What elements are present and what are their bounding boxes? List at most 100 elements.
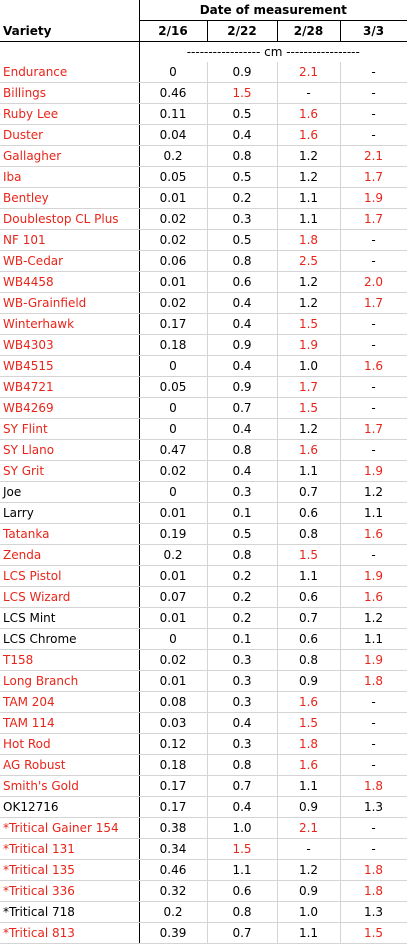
value-cell: 1.2 bbox=[277, 145, 341, 167]
value-cell: 0.9 bbox=[277, 670, 341, 692]
variety-cell: TAM 114 bbox=[0, 712, 140, 734]
value-cell: 0.17 bbox=[139, 796, 208, 818]
date-column-header: 2/16 bbox=[139, 20, 208, 42]
value-cell: 1.8 bbox=[277, 733, 341, 755]
value-cell: 0 bbox=[139, 628, 208, 650]
value-cell: 0.32 bbox=[139, 880, 208, 902]
value-cell: 0.17 bbox=[139, 775, 208, 797]
variety-cell: WB4721 bbox=[0, 376, 140, 398]
table-row: Doublestop CL Plus 0.02 0.3 1.1 1.7 bbox=[0, 208, 407, 230]
table-row: *Tritical 336 0.32 0.6 0.9 1.8 bbox=[0, 880, 407, 902]
value-cell: - bbox=[340, 229, 407, 251]
variety-cell: WB-Cedar bbox=[0, 250, 140, 272]
value-cell: 0.01 bbox=[139, 565, 208, 587]
table-row: AG Robust 0.18 0.8 1.6- bbox=[0, 754, 407, 776]
variety-cell: WB4303 bbox=[0, 334, 140, 356]
value-cell: 1.8 bbox=[340, 775, 407, 797]
value-cell: 1.6 bbox=[277, 754, 341, 776]
header-group-row: Date of measurement bbox=[0, 0, 407, 21]
value-cell: 0.01 bbox=[139, 607, 208, 629]
variety-cell: WB4515 bbox=[0, 355, 140, 377]
value-cell: 0.8 bbox=[207, 439, 278, 461]
value-cell: 1.1 bbox=[277, 187, 341, 209]
variety-cell: *Tritical Gainer 154 bbox=[0, 817, 140, 839]
variety-cell: LCS Wizard bbox=[0, 586, 140, 608]
value-cell: 1.2 bbox=[277, 166, 341, 188]
value-cell: 0.17 bbox=[139, 313, 208, 335]
variety-cell: NF 101 bbox=[0, 229, 140, 251]
table-row: Larry 0.01 0.1 0.6 1.1 bbox=[0, 502, 407, 524]
table-row: TAM 114 0.03 0.4 1.5- bbox=[0, 712, 407, 734]
table-row: TAM 204 0.08 0.3 1.6- bbox=[0, 691, 407, 713]
value-cell: 0.8 bbox=[207, 250, 278, 272]
value-cell: 1.2 bbox=[277, 292, 341, 314]
value-cell: 1.0 bbox=[277, 901, 341, 923]
value-cell: 1.1 bbox=[207, 859, 278, 881]
value-cell: 0.02 bbox=[139, 208, 208, 230]
value-cell: 1.1 bbox=[277, 565, 341, 587]
value-cell: 0.12 bbox=[139, 733, 208, 755]
value-cell: 0.3 bbox=[207, 670, 278, 692]
date-group-title: Date of measurement bbox=[139, 0, 407, 21]
value-cell: 2.1 bbox=[340, 145, 407, 167]
value-cell: 1.5 bbox=[277, 544, 341, 566]
value-cell: 0.9 bbox=[207, 376, 278, 398]
value-cell: 0.4 bbox=[207, 460, 278, 482]
value-cell: 0.4 bbox=[207, 124, 278, 146]
value-cell: 0.9 bbox=[277, 796, 341, 818]
value-cell: - bbox=[340, 838, 407, 860]
value-cell: 0.2 bbox=[207, 586, 278, 608]
value-cell: - bbox=[340, 712, 407, 734]
value-cell: 1.2 bbox=[277, 418, 341, 440]
table-row: WB-Cedar 0.06 0.8 2.5- bbox=[0, 250, 407, 272]
value-cell: - bbox=[340, 62, 407, 83]
value-cell: 0.07 bbox=[139, 586, 208, 608]
value-cell: - bbox=[340, 313, 407, 335]
variety-cell: AG Robust bbox=[0, 754, 140, 776]
variety-cell: WB-Grainfield bbox=[0, 292, 140, 314]
value-cell: 0.01 bbox=[139, 670, 208, 692]
variety-cell: LCS Mint bbox=[0, 607, 140, 629]
value-cell: 1.6 bbox=[340, 523, 407, 545]
value-cell: 0.1 bbox=[207, 628, 278, 650]
value-cell: 0.8 bbox=[207, 145, 278, 167]
value-cell: 1.9 bbox=[340, 649, 407, 671]
value-cell: 1.9 bbox=[340, 187, 407, 209]
value-cell: 0.2 bbox=[139, 901, 208, 923]
blank-unit-cell bbox=[0, 41, 140, 62]
variety-cell: Smith's Gold bbox=[0, 775, 140, 797]
value-cell: 1.9 bbox=[340, 460, 407, 482]
variety-cell: Gallagher bbox=[0, 145, 140, 167]
table-row: Ruby Lee 0.11 0.5 1.6- bbox=[0, 103, 407, 125]
table-row: Duster 0.04 0.4 1.6- bbox=[0, 124, 407, 146]
value-cell: 0.02 bbox=[139, 292, 208, 314]
value-cell: 0.4 bbox=[207, 292, 278, 314]
value-cell: 0.5 bbox=[207, 103, 278, 125]
date-column-header: 2/22 bbox=[207, 20, 278, 42]
variety-cell: Long Branch bbox=[0, 670, 140, 692]
value-cell: 1.6 bbox=[277, 124, 341, 146]
value-cell: 0.46 bbox=[139, 859, 208, 881]
value-cell: 0.3 bbox=[207, 208, 278, 230]
value-cell: - bbox=[277, 838, 341, 860]
table-row: LCS Wizard 0.07 0.2 0.6 1.6 bbox=[0, 586, 407, 608]
value-cell: 0.4 bbox=[207, 313, 278, 335]
variety-cell: OK12716 bbox=[0, 796, 140, 818]
value-cell: 0.2 bbox=[207, 187, 278, 209]
variety-cell: SY Flint bbox=[0, 418, 140, 440]
value-cell: 0.3 bbox=[207, 733, 278, 755]
value-cell: 1.8 bbox=[340, 880, 407, 902]
value-cell: 0.3 bbox=[207, 481, 278, 503]
value-cell: 0.34 bbox=[139, 838, 208, 860]
value-cell: 0.7 bbox=[277, 481, 341, 503]
table-row: OK12716 0.17 0.4 0.9 1.3 bbox=[0, 796, 407, 818]
value-cell: 0.19 bbox=[139, 523, 208, 545]
table-row: *Tritical 718 0.2 0.8 1.0 1.3 bbox=[0, 901, 407, 923]
value-cell: 0.4 bbox=[207, 355, 278, 377]
table-row: Bentley 0.01 0.2 1.1 1.9 bbox=[0, 187, 407, 209]
units-row: ----------------- cm ----------------- bbox=[0, 41, 407, 62]
date-column-header: 2/28 bbox=[277, 20, 341, 42]
value-cell: 0.6 bbox=[277, 628, 341, 650]
table-row: WB4515 0 0.4 1.0 1.6 bbox=[0, 355, 407, 377]
table-row: NF 101 0.02 0.5 1.8- bbox=[0, 229, 407, 251]
